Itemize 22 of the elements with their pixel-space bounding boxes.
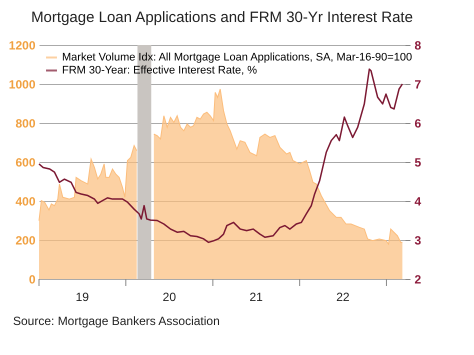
y-tick-label: 200 [15,234,36,248]
y2-tick-label: 8 [414,38,422,52]
x-tick-label: 21 [249,290,264,304]
y-tick-label: 0 [28,272,36,286]
y2-tick-label: 7 [414,78,422,92]
y2-tick-label: 6 [414,116,422,130]
y-tick-label: 600 [15,156,36,170]
y2-tick-label: 3 [414,234,422,248]
chart-title: Mortgage Loan Applications and FRM 30-Yr Interest Rate [31,9,413,26]
legend-label: FRM 30-Year: Effective Interest Rate, % [62,64,258,76]
y-tick-label: 800 [15,116,36,130]
x-tick-label: 22 [336,290,350,304]
y-tick-label: 1000 [8,78,36,92]
y2-tick-label: 5 [414,156,422,170]
source-note: Source: Mortgage Bankers Association [13,314,220,328]
y-tick-label: 1200 [8,38,36,52]
y-tick-label: 400 [15,194,36,208]
y2-tick-label: 2 [414,272,422,286]
legend-label: Market Volume Idx: All Mortgage Loan Applications, SA, Mar-16-90=100 [62,52,412,64]
x-tick-label: 20 [162,290,176,304]
y2-tick-label: 4 [414,194,422,208]
x-tick-label: 19 [76,290,90,304]
